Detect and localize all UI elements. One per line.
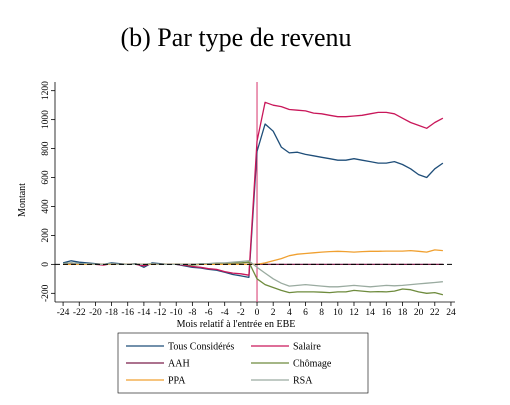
x-tick-label: 18	[398, 308, 408, 318]
x-tick-label: -22	[73, 308, 86, 318]
y-tick-label: 1000	[41, 110, 51, 129]
y-tick-label: 600	[41, 170, 51, 185]
x-tick-label: 16	[382, 308, 392, 318]
legend-entry: AAH	[168, 359, 190, 370]
y-tick-label: 800	[41, 141, 51, 156]
series-line-rsa	[63, 260, 443, 288]
y-tick-label: 1200	[41, 81, 51, 100]
x-tick-label: -8	[188, 308, 196, 318]
series-line-salaire	[63, 101, 444, 276]
x-tick-label: 24	[446, 308, 456, 318]
chart-axes	[51, 82, 455, 306]
x-tick-label: 10	[333, 308, 343, 318]
x-tick-label: 20	[414, 308, 424, 318]
legend-entry: Tous Considérés	[168, 342, 234, 353]
x-tick-label: -20	[89, 308, 102, 318]
series-lines	[55, 82, 455, 302]
x-tick-label: 8	[319, 308, 324, 318]
y-tick-label: -200	[41, 284, 51, 302]
x-tick-label: 12	[349, 308, 359, 318]
x-tick-label: 6	[303, 308, 308, 318]
x-tick-labels: -24 -22 -20 -18 -16 -14 -12 -10 -8 -6 -4 -2 0 2 4 6 8 10 1…	[57, 308, 456, 318]
legend-entry: RSA	[293, 376, 313, 387]
y-tick-label: 0	[41, 262, 51, 267]
y-tick-label: 200	[41, 228, 51, 243]
series-line-ppa	[63, 249, 443, 266]
x-tick-label: -6	[205, 308, 213, 318]
x-tick-label: -12	[154, 308, 167, 318]
x-axis-label: Mois relatif à l'entrée en EBE	[177, 319, 296, 330]
legend-entry: PPA	[168, 376, 186, 387]
legend-entry: Chômage	[293, 359, 332, 370]
x-tick-label: -14	[138, 308, 151, 318]
x-tick-label: -18	[105, 308, 118, 318]
x-tick-label: -16	[121, 308, 134, 318]
y-axis-label: Montant	[17, 183, 28, 217]
x-tick-label: 4	[287, 308, 292, 318]
x-tick-label: -24	[57, 308, 70, 318]
x-tick-label: -10	[170, 308, 183, 318]
legend: Tous Considérés Salaire AAH Chômage PPA RSA	[117, 332, 369, 394]
x-tick-label: 2	[271, 308, 276, 318]
x-tick-label: 14	[365, 308, 375, 318]
series-line-chomage	[63, 261, 444, 296]
y-tick-labels: -200 0 200 400 600 800 1000 1200	[41, 81, 51, 302]
x-tick-label: 22	[430, 308, 440, 318]
legend-entry: Salaire	[293, 342, 321, 353]
x-tick-label: -2	[237, 308, 245, 318]
x-tick-label: -4	[221, 308, 229, 318]
chart-title: (b) Par type de revenu	[120, 23, 351, 52]
x-tick-label: 0	[255, 308, 260, 318]
y-tick-label: 400	[41, 199, 51, 214]
